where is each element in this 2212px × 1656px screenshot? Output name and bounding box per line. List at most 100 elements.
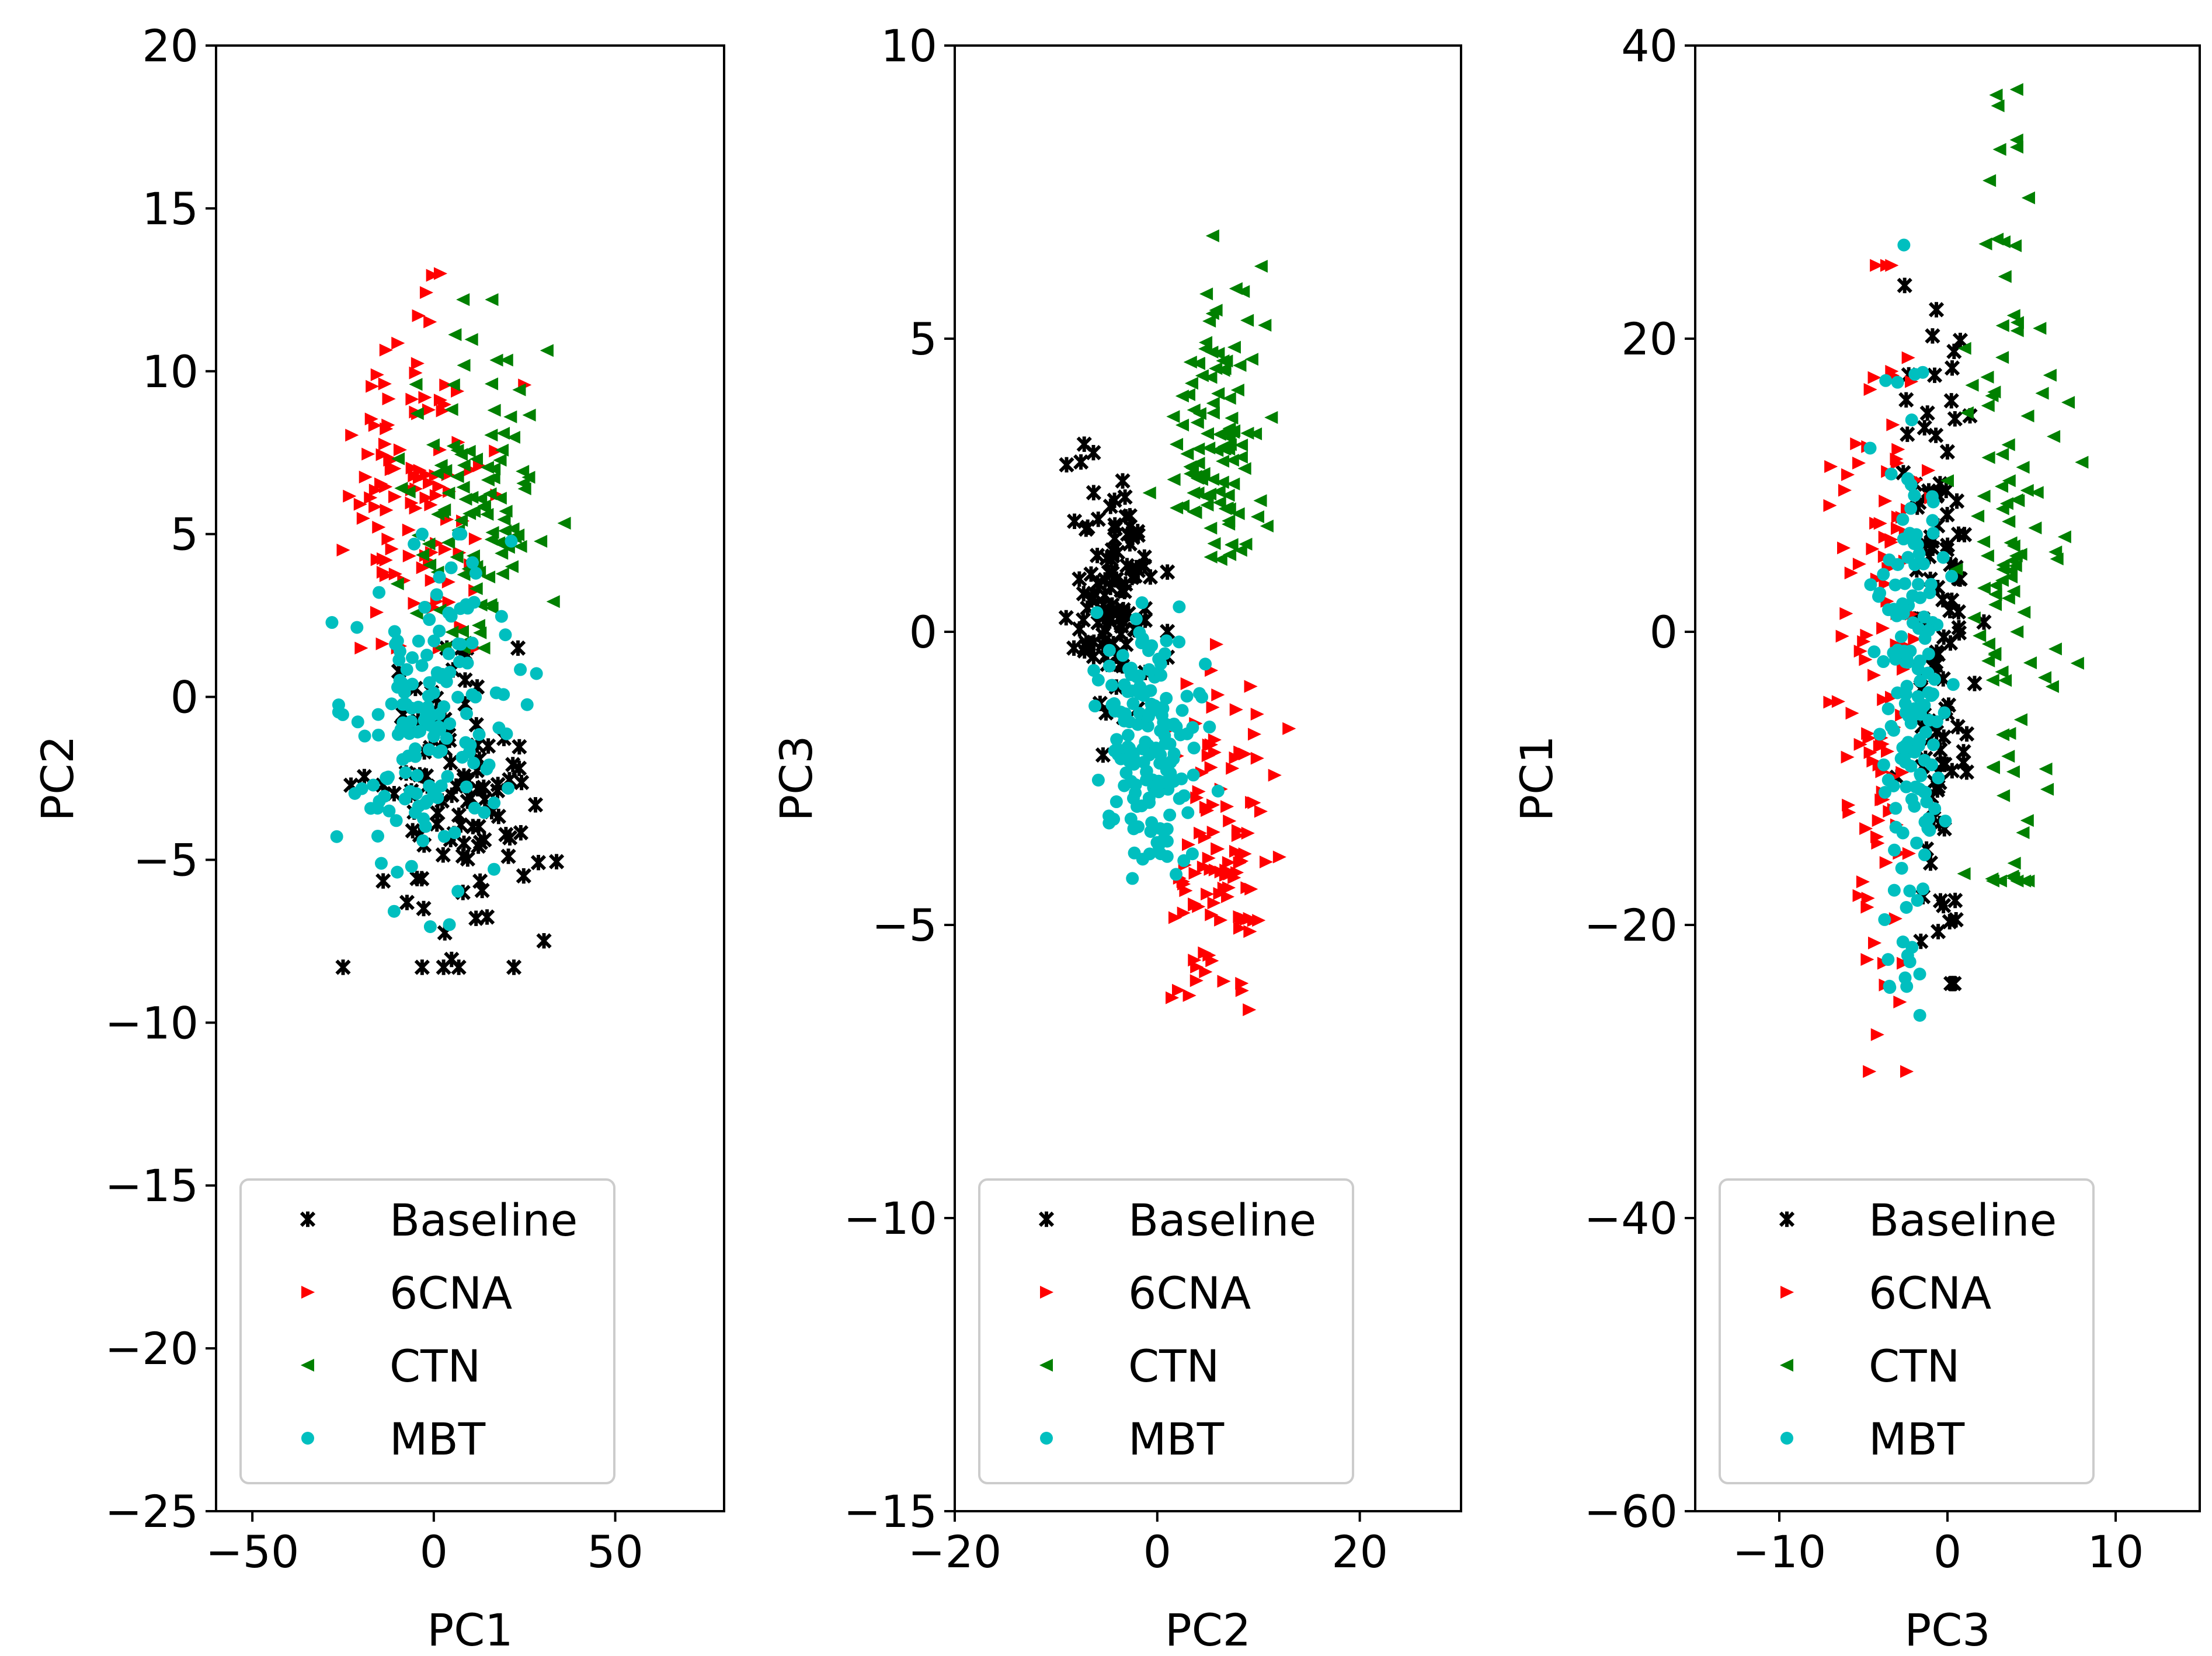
point-6cna [1254, 805, 1268, 818]
point-mbt [1911, 690, 1925, 703]
point-6cna [1876, 621, 1890, 635]
point-ctn [2047, 430, 2061, 443]
point-6cna [1850, 437, 1864, 451]
point-6cna [1902, 847, 1916, 860]
point-6cna [381, 418, 395, 432]
point-ctn [1203, 488, 1217, 501]
point-mbt [1122, 754, 1136, 768]
point-6cna [1188, 867, 1202, 880]
point-6cna [1245, 795, 1259, 809]
axes-frame [215, 44, 725, 1512]
point-ctn [2045, 680, 2059, 693]
point-mbt [1912, 622, 1925, 635]
point-6cna [1201, 749, 1215, 763]
point-ctn [2008, 239, 2022, 252]
point-ctn [481, 570, 496, 584]
point-6cna [1838, 483, 1852, 497]
point-mbt [405, 860, 418, 873]
point-mbt [1136, 742, 1150, 756]
legend-label-6cna: 6CNA [1128, 1267, 1251, 1319]
scatter-points [1823, 83, 2089, 1078]
point-ctn [1204, 551, 1218, 564]
point-mbt [1926, 527, 1940, 540]
point-mbt [1896, 741, 1910, 754]
point-ctn [484, 429, 498, 442]
point-6cna [368, 419, 382, 432]
point-6cna [423, 315, 437, 329]
point-6cna [1867, 669, 1881, 682]
legend: Baseline 6CNA CTN MBT [239, 1178, 615, 1484]
point-mbt [395, 676, 409, 690]
point-mbt [1877, 655, 1890, 669]
point-baseline [1944, 763, 1960, 779]
point-mbt [469, 566, 482, 580]
point-mbt [1910, 836, 1924, 850]
point-mbt [399, 698, 413, 711]
point-6cna [366, 380, 380, 393]
point-baseline [1076, 436, 1092, 452]
point-baseline [472, 834, 489, 850]
point-ctn [2033, 322, 2047, 335]
point-ctn [485, 293, 499, 307]
point-mbt [371, 708, 385, 721]
point-baseline [489, 782, 506, 799]
point-mbt [1091, 773, 1105, 787]
point-ctn [1233, 544, 1247, 557]
point-mbt [1938, 706, 1951, 719]
point-6cna [1199, 801, 1213, 814]
point-6cna [1879, 856, 1893, 869]
point-6cna [1869, 516, 1883, 530]
point-ctn [534, 535, 548, 548]
point-ctn [513, 540, 527, 553]
point-mbt [416, 834, 430, 847]
legend-marker-baseline [300, 1211, 316, 1227]
point-mbt [1922, 647, 1935, 660]
point-mbt [1913, 1008, 1926, 1022]
point-mbt [530, 667, 543, 680]
point-mbt [1177, 854, 1191, 867]
point-mbt [443, 918, 456, 931]
point-6cna [438, 542, 452, 556]
point-ctn [441, 486, 455, 500]
point-mbt [1882, 603, 1895, 617]
point-ctn [1258, 319, 1272, 332]
point-ctn [1200, 427, 1215, 440]
point-mbt [1160, 834, 1174, 848]
point-mbt [1881, 953, 1895, 966]
point-ctn [1213, 553, 1227, 566]
point-mbt [398, 792, 412, 806]
point-baseline [510, 640, 526, 656]
point-ctn [430, 467, 444, 480]
point-ctn [2016, 826, 2030, 840]
point-6cna [1852, 457, 1866, 470]
x-axis-label: PC2 [1165, 1604, 1251, 1654]
point-6cna [1206, 701, 1220, 714]
point-6cna [356, 512, 370, 525]
point-6cna [425, 574, 439, 587]
point-ctn [2020, 814, 2034, 827]
point-mbt [351, 715, 364, 729]
point-6cna [1856, 875, 1870, 889]
point-6cna [1223, 815, 1237, 828]
point-ctn [464, 333, 478, 346]
point-mbt [1140, 764, 1153, 778]
point-baseline [1066, 513, 1083, 529]
point-baseline [1926, 367, 1943, 383]
point-ctn [1183, 467, 1197, 481]
y-axis-label: PC1 [1511, 735, 1563, 821]
point-6cna [1877, 693, 1891, 707]
point-ctn [477, 641, 491, 655]
point-baseline [399, 895, 415, 910]
point-6cna [1199, 965, 1213, 979]
point-ctn [2001, 750, 2015, 763]
point-ctn [2075, 455, 2089, 469]
point-ctn [2002, 515, 2016, 528]
point-mbt [1173, 635, 1186, 649]
point-6cna [1259, 855, 1274, 869]
point-6cna [1234, 911, 1248, 924]
y-tick-label: −25 [105, 1485, 199, 1537]
point-6cna [1884, 533, 1898, 547]
point-mbt [1918, 848, 1931, 861]
point-6cna [1243, 1003, 1257, 1017]
point-mbt [423, 920, 437, 934]
